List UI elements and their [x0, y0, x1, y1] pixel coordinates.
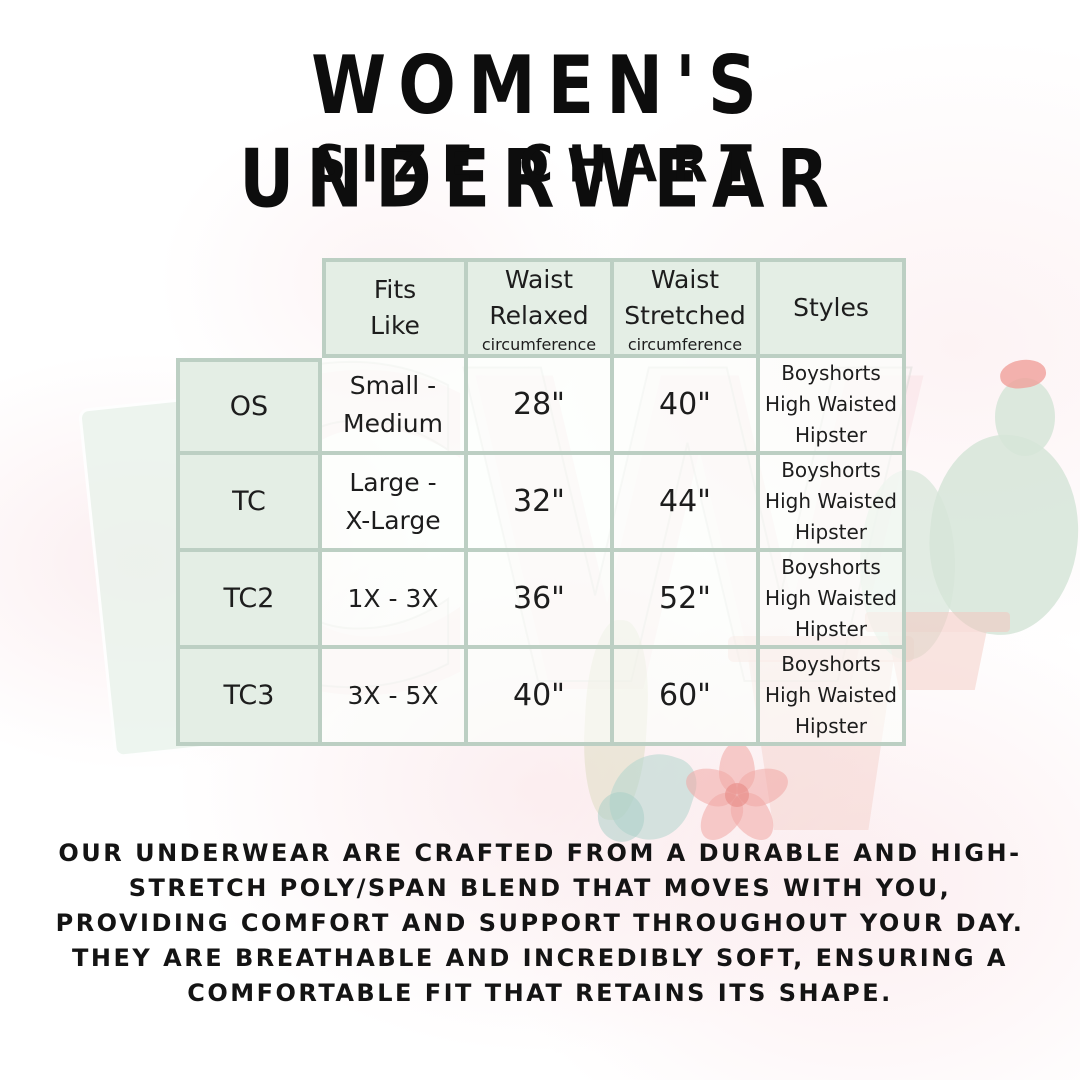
row-label-os: OS	[176, 358, 322, 455]
page-subtitle: SIZE CHART	[313, 134, 767, 194]
row-label-tc3: TC3	[176, 649, 322, 746]
table-corner-cell	[176, 258, 322, 358]
cell-tc-waist-relaxed: 32"	[468, 455, 614, 552]
cell-tc3-fits-like: 3X - 5X	[322, 649, 468, 746]
pink-flower-watermark	[672, 741, 802, 848]
row-label-tc: TC	[176, 455, 322, 552]
cactus-pad	[995, 378, 1055, 456]
cell-tc-fits-like: Large - X-Large	[322, 455, 468, 552]
header-fits-like: Fits Like	[322, 258, 468, 358]
cell-tc2-waist-stretched: 52"	[614, 552, 760, 649]
row-label-tc2: TC2	[176, 552, 322, 649]
header-label: Fits Like	[370, 274, 420, 340]
page-title: WOMEN'S UNDERWEAR	[239, 40, 841, 227]
header-waist-relaxed: Waist Relaxed circumference	[468, 258, 614, 358]
header-styles: Styles	[760, 258, 906, 358]
cell-tc-waist-stretched: 44"	[614, 455, 760, 552]
size-chart-table: Fits Like Waist Relaxed circumference Wa…	[176, 258, 906, 746]
cell-tc2-fits-like: 1X - 3X	[322, 552, 468, 649]
header-label: Waist Stretched	[624, 264, 746, 331]
cell-tc2-styles: Boyshorts High Waisted Hipster	[760, 552, 906, 649]
product-description: OUR UNDERWEAR ARE CRAFTED FROM A DURABLE…	[55, 839, 1025, 1007]
cell-tc-styles: Boyshorts High Waisted Hipster	[760, 455, 906, 552]
cell-tc3-waist-stretched: 60"	[614, 649, 760, 746]
header-sublabel: circumference	[481, 335, 597, 355]
cell-tc2-waist-relaxed: 36"	[468, 552, 614, 649]
header-waist-stretched: Waist Stretched circumference	[614, 258, 760, 358]
cell-tc3-styles: Boyshorts High Waisted Hipster	[760, 649, 906, 746]
flower-center	[725, 782, 749, 807]
cell-tc3-waist-relaxed: 40"	[468, 649, 614, 746]
header-label: Styles	[793, 292, 869, 322]
cell-os-fits-like: Small - Medium	[322, 358, 468, 455]
cell-os-waist-relaxed: 28"	[468, 358, 614, 455]
cell-os-waist-stretched: 40"	[614, 358, 760, 455]
header-label: Waist Relaxed	[489, 264, 589, 331]
cell-os-styles: Boyshorts High Waisted Hipster	[760, 358, 906, 455]
header-sublabel: circumference	[627, 335, 743, 355]
